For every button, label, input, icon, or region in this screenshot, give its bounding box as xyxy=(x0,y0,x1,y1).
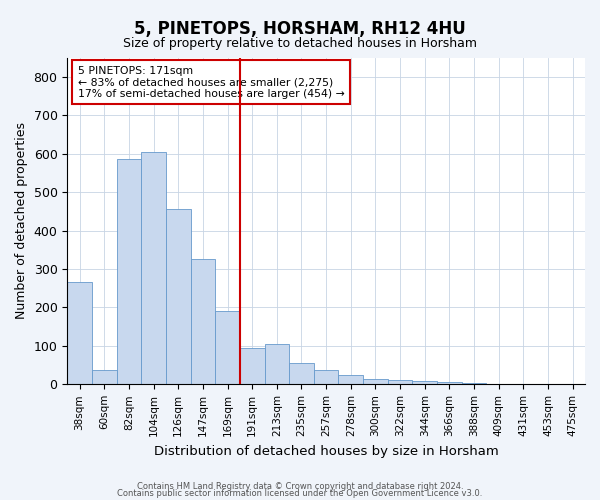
X-axis label: Distribution of detached houses by size in Horsham: Distribution of detached houses by size … xyxy=(154,444,499,458)
Bar xyxy=(388,380,412,384)
Text: Contains HM Land Registry data © Crown copyright and database right 2024.: Contains HM Land Registry data © Crown c… xyxy=(137,482,463,491)
Bar xyxy=(265,344,289,385)
Bar xyxy=(462,383,487,384)
Bar xyxy=(363,378,388,384)
Text: Size of property relative to detached houses in Horsham: Size of property relative to detached ho… xyxy=(123,38,477,51)
Bar xyxy=(412,381,437,384)
Bar xyxy=(338,374,363,384)
Text: Contains public sector information licensed under the Open Government Licence v3: Contains public sector information licen… xyxy=(118,490,482,498)
Bar xyxy=(437,382,462,384)
Bar xyxy=(67,282,92,384)
Bar xyxy=(141,152,166,384)
Text: 5 PINETOPS: 171sqm
← 83% of detached houses are smaller (2,275)
17% of semi-deta: 5 PINETOPS: 171sqm ← 83% of detached hou… xyxy=(77,66,344,99)
Bar xyxy=(166,210,191,384)
Bar xyxy=(191,260,215,384)
Text: 5, PINETOPS, HORSHAM, RH12 4HU: 5, PINETOPS, HORSHAM, RH12 4HU xyxy=(134,20,466,38)
Y-axis label: Number of detached properties: Number of detached properties xyxy=(15,122,28,320)
Bar xyxy=(215,312,240,384)
Bar xyxy=(314,370,338,384)
Bar xyxy=(92,370,116,384)
Bar xyxy=(240,348,265,385)
Bar xyxy=(116,160,141,384)
Bar xyxy=(289,363,314,384)
